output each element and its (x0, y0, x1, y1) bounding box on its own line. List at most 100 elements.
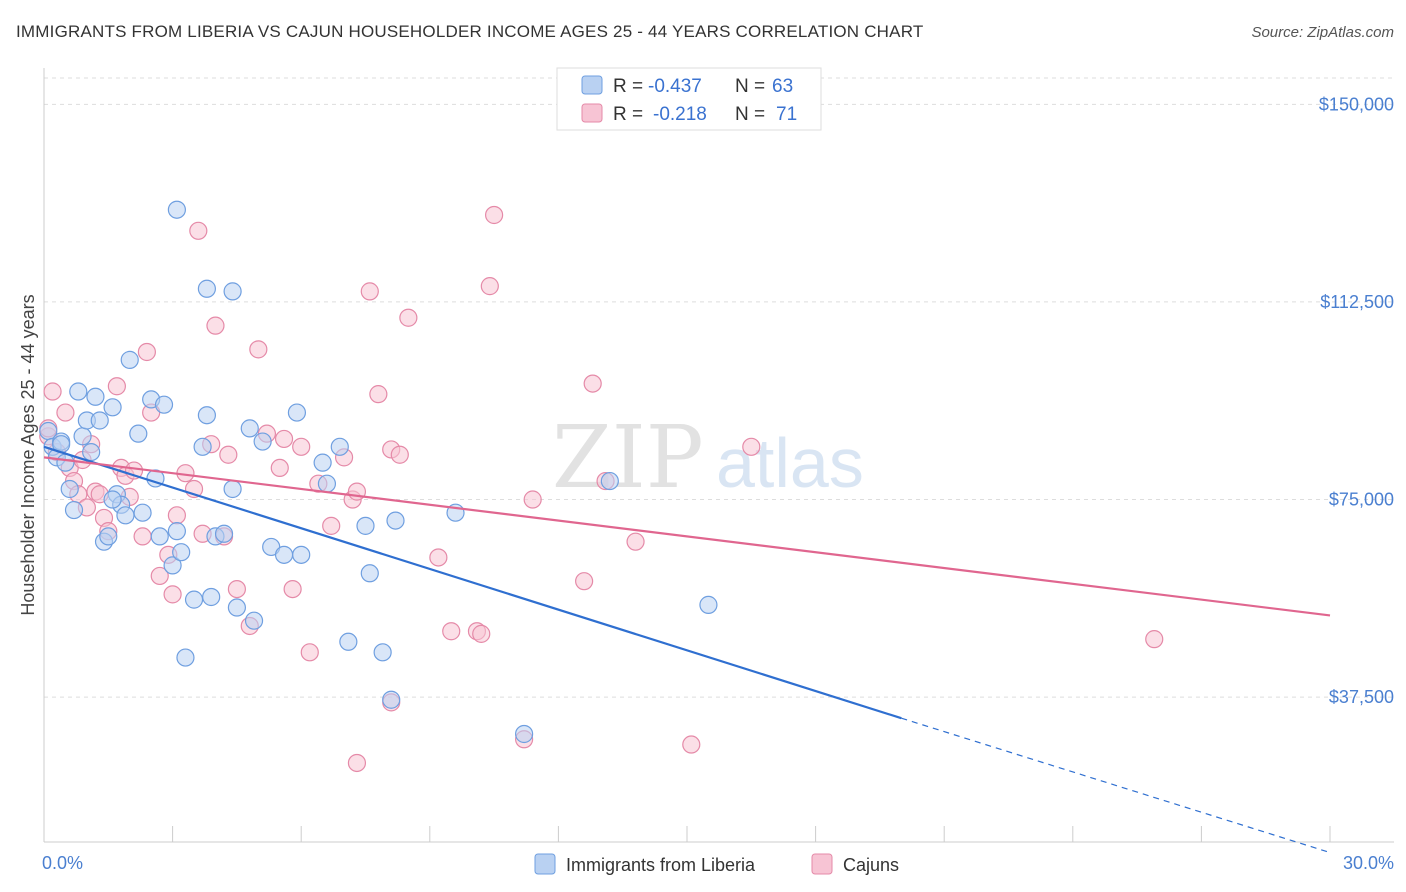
liberia-point-44 (317, 474, 337, 493)
cajun-point-33 (219, 445, 238, 464)
liberia-point-26 (167, 522, 186, 541)
legend-r-value-liberia: -0.437 (648, 76, 702, 97)
liberia-point-58 (287, 403, 307, 422)
watermark-atlas: atlas (716, 424, 864, 502)
legend-n-value-liberia: 63 (772, 76, 793, 97)
cajun-point-31 (206, 316, 225, 335)
cajun-point-56 (480, 277, 499, 296)
cajun-point-57 (485, 205, 504, 225)
cajun-point-63 (626, 532, 645, 551)
series-legend-label-cajun: Cajuns (843, 855, 899, 875)
cajun-point-49 (369, 385, 388, 404)
liberia-point-50 (382, 690, 401, 709)
cajun-trend-line (43, 456, 1331, 617)
legend-swatch-liberia (581, 75, 603, 95)
liberia-point-43 (313, 453, 332, 472)
source-credit: Source: ZipAtlas.com (1251, 24, 1394, 41)
liberia-point-49 (373, 643, 392, 662)
y-tick-label-0: $37,500 (1329, 687, 1394, 707)
cajun-point-25 (167, 506, 186, 525)
stats-legend: R = -0.437 N = 63 R = -0.218 N = 71 (556, 67, 822, 131)
cajun-point-66 (1145, 630, 1164, 649)
y-tick-label-3: $150,000 (1319, 94, 1394, 114)
liberia-point-36 (227, 598, 246, 617)
cajun-point-42 (300, 643, 319, 662)
cajun-point-52 (399, 308, 418, 327)
liberia-point-35 (223, 479, 242, 499)
trend-lines (43, 445, 1331, 854)
cajun-point-38 (270, 458, 289, 478)
x-tick-min: 0.0% (42, 853, 83, 873)
cajun-point-51 (390, 445, 409, 464)
liberia-point-14 (99, 527, 118, 546)
legend-n-label-cajun: N = (735, 104, 765, 125)
y-axis-label: Householder Income Ages 25 - 44 years (18, 294, 38, 615)
liberia-point-4 (56, 453, 75, 472)
series-legend-swatch-cajun (811, 853, 833, 875)
liberia-point-37 (240, 419, 259, 438)
liberia-point-45 (330, 437, 349, 456)
liberia-point-30 (193, 437, 212, 456)
cajun-point-41 (292, 437, 311, 456)
liberia-point-24 (154, 395, 174, 414)
liberia-trend-line (43, 445, 902, 720)
liberia-point-6 (64, 500, 84, 520)
liberia-point-54 (223, 282, 242, 301)
cajun-point-34 (227, 579, 246, 599)
cajun-point-61 (583, 374, 602, 393)
gridlines (44, 77, 1394, 698)
liberia-point-11 (86, 387, 105, 406)
cajun-point-64 (682, 735, 701, 754)
liberia-point-8 (73, 427, 92, 446)
cajun-point-53 (429, 548, 448, 567)
liberia-point-15 (103, 398, 122, 417)
liberia-point-46 (339, 632, 358, 651)
cajun-point-60 (575, 572, 594, 591)
cajun-point-1 (43, 382, 62, 401)
liberia-point-27 (172, 543, 191, 562)
liberia-point-61 (699, 595, 718, 614)
liberia-point-18 (116, 506, 135, 525)
liberia-point-57 (133, 503, 152, 522)
cajun-point-69 (472, 624, 491, 643)
liberia-point-51 (386, 511, 405, 530)
legend-n-value-cajun: 71 (776, 104, 797, 125)
liberia-point-55 (103, 490, 122, 509)
chart-title: IMMIGRANTS FROM LIBERIA VS CAJUN HOUSEHO… (16, 22, 924, 41)
x-tick-max: 30.0% (1343, 853, 1394, 873)
legend-r-value-cajun: -0.218 (653, 104, 707, 125)
liberia-point-5 (60, 479, 79, 499)
y-tick-labels: $37,500 $75,000 $112,500 $150,000 (1319, 94, 1394, 707)
legend-n-label-liberia: N = (735, 76, 765, 97)
cajun-point-54 (442, 622, 461, 641)
legend-r-label-liberia: R = (613, 76, 643, 97)
liberia-point-48 (360, 564, 379, 583)
cajun-point-22 (150, 566, 169, 586)
cajun-point-48 (360, 282, 379, 301)
liberia-point-47 (356, 516, 375, 535)
liberia-trend-extension (901, 717, 1331, 854)
cajun-point-59 (523, 490, 542, 509)
liberia-point-29 (184, 590, 204, 609)
legend-r-label-cajun: R = (613, 104, 643, 125)
cajun-point-20 (137, 342, 156, 362)
y-tick-label-2: $112,500 (1320, 292, 1394, 312)
liberia-point-39 (253, 432, 272, 451)
cajun-point-14 (107, 377, 126, 396)
liberia-point-52 (197, 279, 216, 298)
liberia-point-7 (69, 382, 88, 401)
cajun-point-40 (283, 579, 302, 599)
cajun-point-67 (347, 753, 367, 773)
series-legend: Immigrants from Liberia Cajuns (534, 853, 899, 875)
liberia-point-41 (274, 545, 294, 564)
liberia-point-12 (90, 411, 109, 430)
liberia-point-20 (129, 424, 148, 443)
cajun-point-28 (189, 221, 208, 240)
watermark: ZIP atlas (552, 408, 864, 508)
liberia-point-53 (167, 200, 186, 219)
y-tick-label-1: $75,000 (1329, 490, 1394, 510)
cajun-point-24 (163, 585, 182, 604)
legend-swatch-cajun (581, 103, 603, 123)
axes (43, 68, 1394, 843)
